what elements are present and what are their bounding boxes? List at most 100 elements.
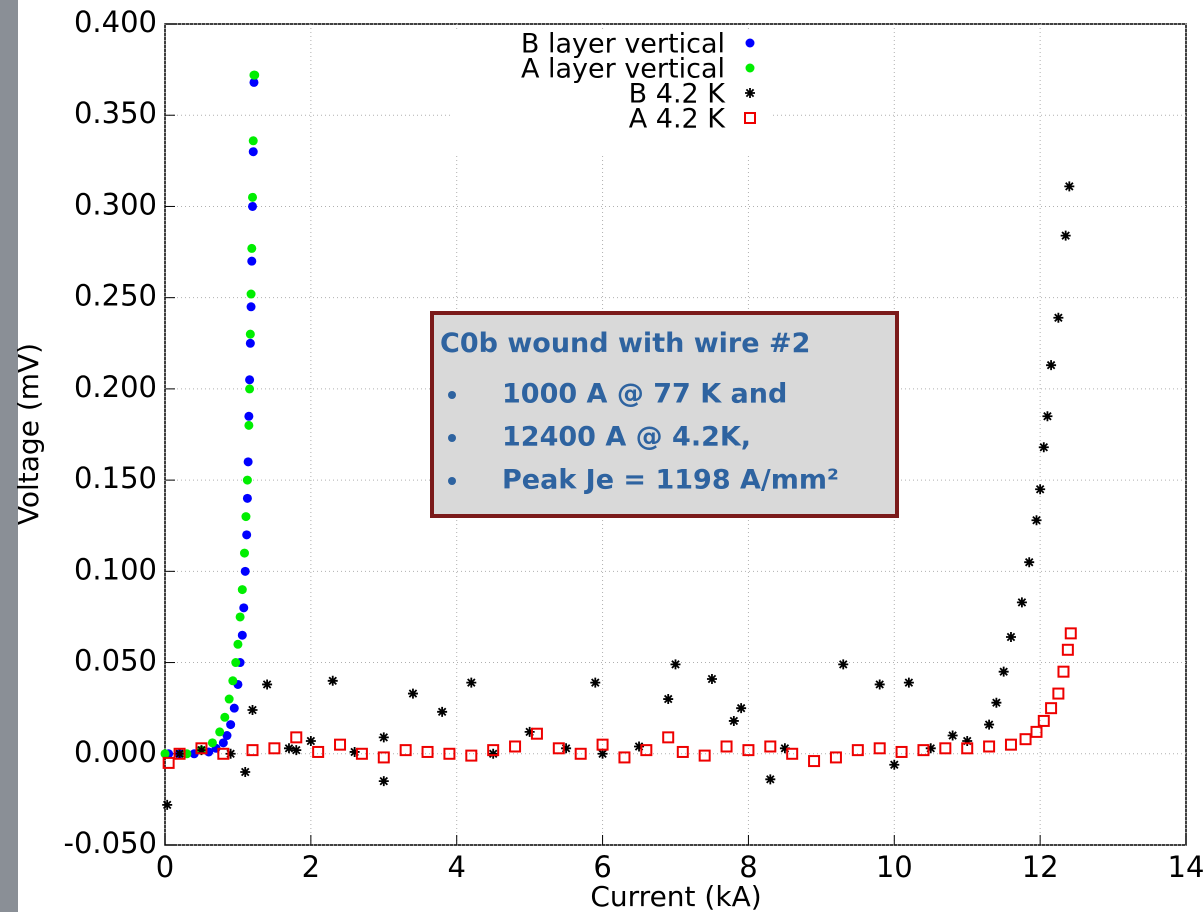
data-point [947,730,958,741]
data-point [312,745,325,758]
data-point [246,302,256,312]
data-point [262,679,273,690]
x-axis-label: Current (kA) [590,880,761,912]
data-point [925,743,936,754]
data-point [1053,312,1064,323]
data-point [195,742,208,755]
data-point [1064,181,1075,192]
data-point [174,748,185,759]
data-point [162,799,173,810]
legend-label: A layer vertical [521,54,725,85]
data-point [196,745,207,756]
data-point [248,136,258,146]
x-tick-label: 10 [876,850,913,884]
data-point [1037,714,1050,727]
annotation-title: C0b wound with wire #2 [440,328,810,359]
data-point [242,530,252,540]
data-point [1019,733,1032,746]
legend-marker [744,112,756,124]
data-point [421,745,434,758]
legend-label: B 4.2 K [629,79,727,110]
data-point [247,256,257,266]
data-point [173,747,186,760]
background-strip [0,0,18,912]
data-point [247,704,258,715]
data-point [895,745,908,758]
data-point [670,659,681,670]
annotation-box [430,311,899,518]
data-point [215,727,225,737]
data-point [1024,557,1035,568]
data-point [231,658,241,668]
data-point [407,688,418,699]
data-point [399,744,412,757]
x-tick-label: 8 [739,850,757,884]
data-point [246,744,259,757]
data-point [283,743,294,754]
legend-background [450,30,770,154]
data-point [250,70,260,80]
y-tick-label: 0.050 [74,644,157,678]
data-point [634,741,645,752]
y-tick-label: -0.050 [64,826,158,860]
bullet [448,477,456,485]
data-point [1045,702,1058,715]
data-point [249,77,259,87]
data-point [764,740,777,753]
data-point [327,675,338,686]
y-tick-label: 0.000 [74,735,157,769]
data-point [305,736,316,747]
data-point [240,566,250,576]
data-point [248,192,258,202]
data-point [290,731,303,744]
data-point [530,727,543,740]
data-point [377,751,390,764]
data-point [574,747,587,760]
data-point [220,712,230,722]
data-point [245,375,255,385]
y-tick-label: 0.400 [74,5,157,39]
data-point [1038,442,1049,453]
data-point [245,384,255,394]
data-point [903,677,914,688]
annotation-bullet: Peak Je = 1198 A/mm² [502,465,839,496]
data-point [240,767,251,778]
data-point [224,694,234,704]
data-point [1030,725,1043,738]
x-tick-label: 12 [1022,850,1059,884]
data-point [239,603,249,613]
data-point [488,748,499,759]
data-point [1052,687,1065,700]
data-point [1016,597,1027,608]
data-point [983,740,996,753]
data-point [245,338,255,348]
data-point [779,743,790,754]
y-tick-label: 0.350 [74,96,157,130]
data-point [1035,484,1046,495]
data-point [443,747,456,760]
data-point [378,732,389,743]
data-point [237,585,247,595]
data-point [1005,632,1016,643]
annotation-bullet: 1000 A @ 77 K and [502,379,787,410]
data-point [334,738,347,751]
data-point [233,639,243,649]
data-point [524,726,535,737]
data-point [466,677,477,688]
data-point [1061,643,1074,656]
data-point [244,411,254,421]
data-point [676,745,689,758]
data-point [244,420,254,430]
data-point [917,744,930,757]
data-point [851,744,864,757]
data-point [349,746,360,757]
data-point [939,742,952,755]
data-point [889,759,900,770]
y-axis-label: Voltage (mV) [12,343,45,525]
legend-label: A 4.2 K [629,104,727,135]
data-point [736,703,747,714]
data-point [618,751,631,764]
data-point [160,749,170,759]
data-point [1031,515,1042,526]
